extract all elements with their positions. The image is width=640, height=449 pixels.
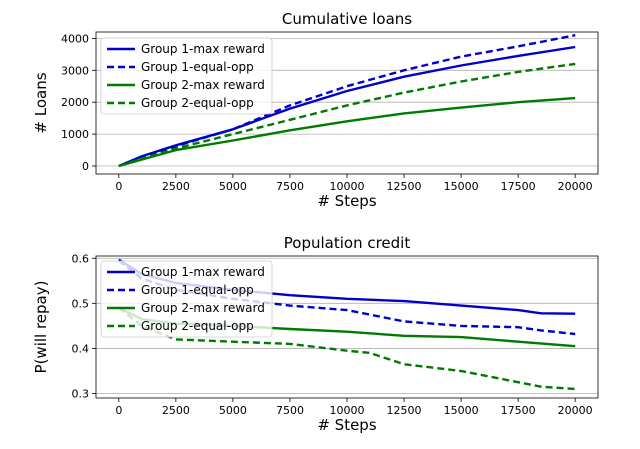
y-tick-label: 1000 <box>61 128 89 141</box>
y-tick-label: 0.5 <box>72 297 90 310</box>
legend-label-2: Group 1-equal-opp <box>141 60 254 74</box>
x-tick-label: 7500 <box>276 180 304 193</box>
chart-1: 0 2500 5000 7500 10000 12500 15000 17500 20000 0 1… <box>32 10 599 210</box>
legend-label-1: Group 1-max reward <box>141 42 265 56</box>
legend-label-1: Group 1-max reward <box>141 265 265 279</box>
legend-label-2: Group 1-equal-opp <box>141 283 254 297</box>
legend-box <box>100 260 273 338</box>
legend-label-3: Group 2-max reward <box>141 301 265 315</box>
x-tick-label: 7500 <box>276 404 304 417</box>
legend-label-4: Group 2-equal-opp <box>141 319 254 333</box>
x-tick-label: 20000 <box>558 404 593 417</box>
x-tick-label: 0 <box>115 404 122 417</box>
y-axis-title: P(will repay) <box>32 281 50 374</box>
x-tick-label: 12500 <box>387 180 422 193</box>
x-tick-label: 15000 <box>444 404 479 417</box>
y-tick-label: 0.3 <box>72 387 90 400</box>
x-tick-label: 10000 <box>330 180 365 193</box>
series-line-3 <box>118 96 576 168</box>
x-tick-label: 15000 <box>444 180 479 193</box>
x-axis-title: # Steps <box>317 192 376 210</box>
series-line-2 <box>118 34 576 168</box>
x-tick-label: 2500 <box>162 404 190 417</box>
series-line-1 <box>118 45 576 168</box>
series-line-2 <box>118 259 576 336</box>
x-tick-label: 5000 <box>219 404 247 417</box>
y-tick-label: 3000 <box>61 64 89 77</box>
legend-label-4: Group 2-equal-opp <box>141 96 254 110</box>
x-axis-title: # Steps <box>317 416 376 434</box>
legend-box <box>100 37 273 115</box>
x-tick-label: 5000 <box>219 180 247 193</box>
x-tick-label: 2500 <box>162 180 190 193</box>
x-tick-label: 10000 <box>330 404 365 417</box>
y-tick-label: 2000 <box>61 96 89 109</box>
x-tick-label: 0 <box>115 180 122 193</box>
legend: Group 1-max reward Group 1-equal-opp Group… <box>100 260 273 338</box>
x-tick-label: 17500 <box>501 180 536 193</box>
x-tick-label: 12500 <box>387 404 422 417</box>
y-tick-label: 0 <box>82 160 89 173</box>
chart-2: 0 2500 5000 7500 10000 12500 15000 17500 20000 0.… <box>32 234 599 434</box>
x-tick-label: 20000 <box>558 180 593 193</box>
y-tick-label: 0.4 <box>72 342 90 355</box>
y-axis-title: # Loans <box>32 72 50 133</box>
legend-label-3: Group 2-max reward <box>141 78 265 92</box>
x-tick-label: 17500 <box>501 404 536 417</box>
y-tick-label: 4000 <box>61 32 89 45</box>
y-tick-label: 0.6 <box>72 252 90 265</box>
chart-title: Population credit <box>284 234 411 252</box>
chart-title: Cumulative loans <box>282 10 412 28</box>
legend: Group 1-max reward Group 1-equal-opp Group… <box>100 37 273 115</box>
